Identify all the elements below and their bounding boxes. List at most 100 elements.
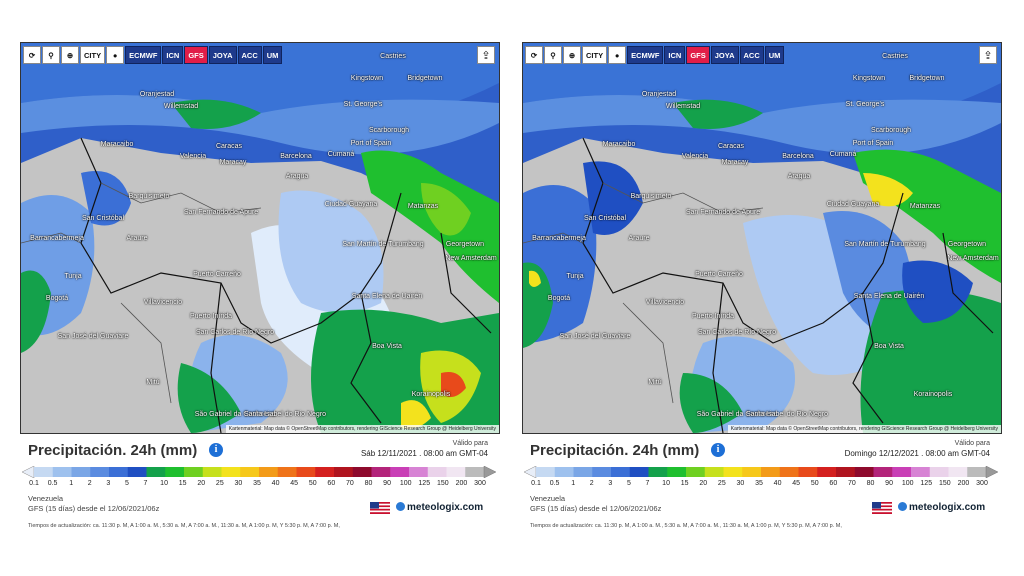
model-gfs-button[interactable]: GFS [686,46,710,64]
scale-swatch [221,467,241,477]
scale-tick-label: 2 [87,480,92,487]
zoom-icon[interactable]: ⊕ [563,46,581,64]
brand-logo[interactable]: meteologix.com [898,502,985,513]
color-scale-ticks: 0.1 0.5 1 2 3 5 7 10 15 20 25 30 35 40 45 50 60 70 80 90 100… [29,480,486,490]
scale-tick-label: 70 [848,480,856,487]
scale-swatch [554,467,574,477]
scale-tick-label: 7 [143,480,148,487]
scale-swatch [390,467,410,477]
scale-swatch [90,467,110,477]
brand-logo[interactable]: meteologix.com [396,502,483,513]
share-icon[interactable]: ⇪ [979,46,997,64]
dark-mode-icon[interactable]: ● [608,46,627,64]
scale-tick-label: 45 [290,480,299,487]
scale-swatch [184,467,204,477]
refresh-icon[interactable]: ⟳ [23,46,41,64]
city-label: Boa Vista [372,343,402,350]
model-ecmwf-button[interactable]: ECMWF [627,46,664,64]
model-um-button[interactable]: UM [764,46,785,64]
valid-date: Sáb 12/11/2021 . 08:00 am GMT-04 [360,449,488,458]
scale-tick-label: 150 [436,480,449,487]
scale-swatch [202,467,222,477]
city-label: Matanzas [909,203,941,210]
scale-swatch [240,467,260,477]
precipitation-map[interactable]: ⟳ ⚲ ⊕ CITY ● ECMWF ICN GFS JOYA ACC UM ⇪… [20,42,500,434]
model-icn-button[interactable]: ICN [664,46,686,64]
scale-tick-label: 70 [346,480,354,487]
precipitation-map[interactable]: ⟳ ⚲ ⊕ CITY ● ECMWF ICN GFS JOYA ACC UM ⇪… [522,42,1002,434]
scale-swatch [686,467,706,477]
city-label: Bridgetown [407,75,443,82]
city-label: Santa Isabel do Rio Negro [745,411,829,418]
location-pin-icon[interactable]: ⚲ [42,46,60,64]
scale-tick-label: 2 [589,480,594,487]
city-label: San Cristóbal [583,215,627,222]
city-label: Cumaná [829,151,857,158]
map-canvas[interactable] [523,43,1001,433]
panel-footer: Precipitación. 24h (mm) i Válido para Sá… [20,440,498,542]
model-gfs-button[interactable]: GFS [184,46,208,64]
scale-tick-label: 0.1 [531,480,541,487]
city-icon[interactable]: CITY [80,46,106,64]
scale-tick-label: 60 [327,480,336,487]
scale-tick-label: 25 [215,480,224,487]
scale-swatch [371,467,391,477]
brand-text: meteologix.com [407,502,484,513]
map-title: Precipitación. 24h (mm) [28,442,198,459]
city-icon[interactable]: CITY [582,46,608,64]
scale-tick-label: 10 [160,480,168,487]
scale-swatch [967,467,987,477]
model-icn-button[interactable]: ICN [162,46,184,64]
city-label: Castries [882,53,908,60]
city-label: San Carlos de Río Negro [195,329,275,336]
scale-tick-label: 3 [106,480,111,487]
city-label: Puerto Inírida [189,313,233,320]
city-label: Castries [380,53,406,60]
scale-swatch [446,467,466,477]
us-flag-icon[interactable] [872,502,892,514]
model-joya-button[interactable]: JOYA [710,46,739,64]
info-icon[interactable]: i [711,443,725,457]
dark-mode-icon[interactable]: ● [106,46,125,64]
model-um-button[interactable]: UM [262,46,283,64]
info-icon[interactable]: i [209,443,223,457]
share-icon[interactable]: ⇪ [477,46,495,64]
scale-swatch [334,467,354,477]
scale-swatch [315,467,335,477]
us-flag-icon[interactable] [370,502,390,514]
city-label: Boa Vista [874,343,904,350]
city-label: Santa Isabel do Rio Negro [243,411,327,418]
scale-swatch [761,467,781,477]
model-acc-button[interactable]: ACC [237,46,262,64]
scale-tick-label: 40 [773,480,782,487]
city-label: Villavicencio [143,299,183,306]
city-label: San Fernando de Apure [183,209,259,216]
city-label: Kingstown [852,75,886,82]
scale-swatch [611,467,631,477]
map-attribution: Kartenmaterial: Map data © OpenStreetMap… [727,425,1001,433]
city-label: St. George's [343,101,383,108]
model-joya-button[interactable]: JOYA [208,46,237,64]
city-label: Puerto Carreño [695,271,743,278]
model-ecmwf-button[interactable]: ECMWF [125,46,162,64]
zoom-icon[interactable]: ⊕ [61,46,79,64]
location-pin-icon[interactable]: ⚲ [544,46,562,64]
scale-tick-label: 300 [474,480,486,487]
scale-tick-label: 1 [571,480,576,487]
city-label: San Martín de Turumbang [844,241,926,248]
city-label: Korainopolis [411,391,451,398]
scale-tick-label: 35 [253,480,261,487]
region-label: Venezuela [530,494,566,503]
model-acc-button[interactable]: ACC [739,46,764,64]
refresh-icon[interactable]: ⟳ [525,46,543,64]
scale-tick-label: 20 [699,480,708,487]
city-label: Korainopolis [913,391,953,398]
scale-tick-label: 200 [455,480,468,487]
city-label: Ciudad Guayana [324,201,378,208]
scale-swatch [277,467,297,477]
update-times: Tiempos de actualización: ca. 11:30 p. M… [530,523,842,529]
map-title: Precipitación. 24h (mm) [530,442,700,459]
map-canvas[interactable] [21,43,499,433]
scale-tick-label: 3 [608,480,613,487]
city-label: Kingstown [350,75,384,82]
